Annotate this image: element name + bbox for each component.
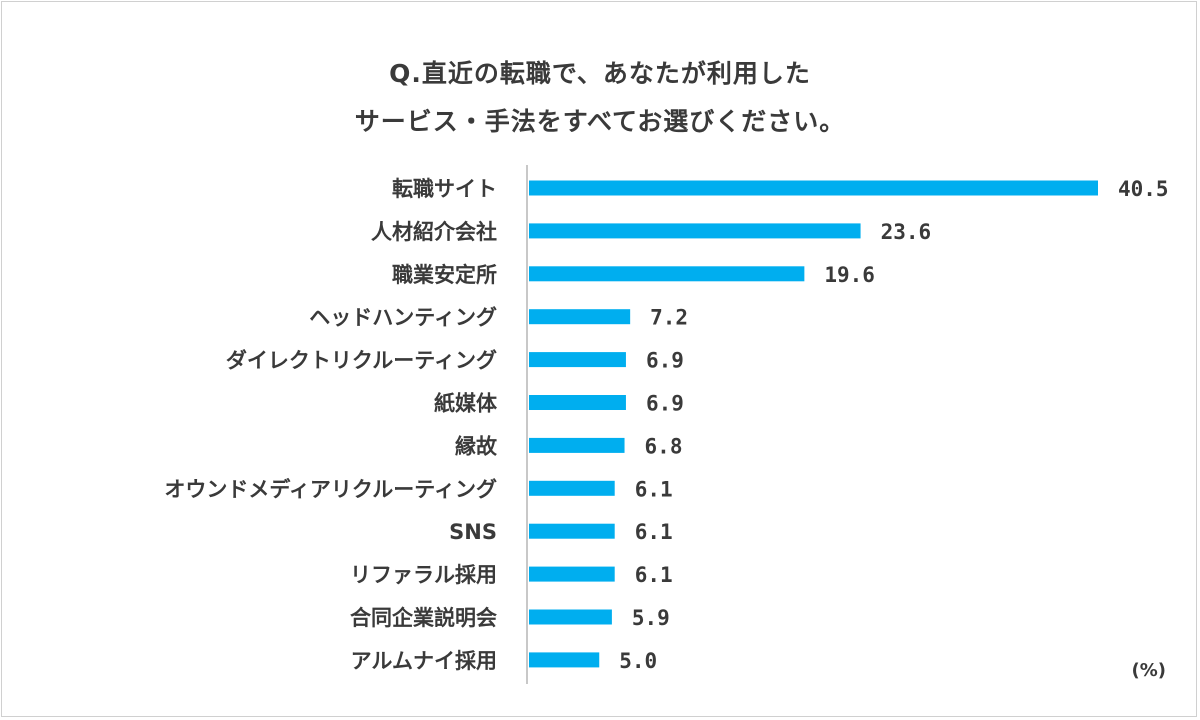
chart-title-line-1: Q.直近の転職で、あなたが利用した	[389, 59, 811, 88]
value-label: 6.1	[635, 563, 673, 587]
bar	[529, 652, 600, 668]
category-label: リファラル採用	[350, 563, 497, 587]
category-label: 職業安定所	[392, 263, 497, 287]
category-label: 転職サイト	[392, 177, 497, 201]
category-label: 紙媒体	[434, 392, 498, 416]
bar	[529, 266, 805, 282]
value-label: 6.1	[635, 520, 673, 544]
value-label: 23.6	[881, 220, 932, 244]
bar	[529, 480, 615, 496]
category-label: 縁故	[455, 434, 498, 458]
category-label: 人材紹介会社	[371, 220, 497, 244]
bar	[529, 352, 626, 368]
value-label: 6.1	[635, 477, 673, 501]
value-label: 19.6	[824, 263, 875, 287]
bar	[529, 609, 612, 625]
bar	[529, 437, 625, 453]
value-label: 7.2	[650, 306, 688, 330]
unit-label: (%)	[1131, 660, 1167, 681]
category-label: オウンドメディアリクルーティング	[164, 477, 497, 501]
category-label: アルムナイ採用	[351, 649, 497, 673]
value-label: 40.5	[1118, 177, 1169, 201]
bar	[529, 180, 1098, 196]
value-label: 6.9	[646, 392, 684, 416]
category-label: ヘッドハンティング	[309, 306, 497, 330]
chart-title-line-2: サービス・手法をすべてお選びください。	[354, 107, 846, 136]
value-label: 5.0	[619, 649, 657, 673]
bar	[529, 523, 615, 539]
bar	[529, 395, 626, 410]
category-label: ダイレクトリクルーティング	[226, 349, 497, 373]
bar	[529, 566, 615, 582]
category-label: SNS	[449, 520, 497, 544]
value-label: 5.9	[632, 606, 670, 630]
category-label: 合同企業説明会	[350, 606, 497, 630]
value-label: 6.9	[646, 349, 684, 373]
value-label: 6.8	[645, 434, 683, 458]
bar	[529, 309, 631, 325]
bar	[529, 223, 861, 239]
